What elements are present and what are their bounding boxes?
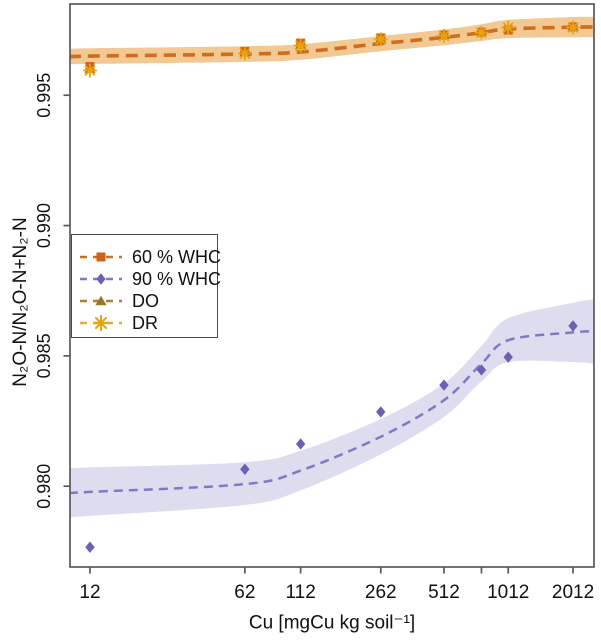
y-tick-label: 0.980 xyxy=(34,464,54,509)
legend-item-90-whc: 90 % WHC xyxy=(79,268,221,290)
x-axis-title: Cu [mgCu kg soil⁻¹] xyxy=(248,612,416,634)
x-tick-label: 1012 xyxy=(487,582,529,603)
y-tick-label: 0.995 xyxy=(34,73,54,118)
plot-border xyxy=(69,3,595,568)
legend-marker-glyph xyxy=(92,314,110,332)
dry-group-trend-line xyxy=(70,25,594,59)
legend-item-dr: DR xyxy=(79,312,158,334)
marker-90-whc xyxy=(240,463,250,475)
x-tick-label: 262 xyxy=(365,582,397,603)
marker-90-whc xyxy=(503,351,513,363)
x-tick-label: 112 xyxy=(285,582,315,603)
x-tick-label: 12 xyxy=(79,582,100,603)
marker-dr xyxy=(373,32,388,47)
marker-dr xyxy=(565,20,581,35)
marker-90-whc xyxy=(476,364,487,376)
legend-label-dr: DR xyxy=(132,313,158,333)
marker-90-whc xyxy=(439,379,449,391)
legend-label-60-whc: 60 % WHC xyxy=(132,247,222,267)
legend-item-do: DO xyxy=(79,290,159,312)
marker-dr xyxy=(237,46,252,61)
x-tick-label: 512 xyxy=(428,582,460,603)
legend-marker-do-icon xyxy=(80,295,122,306)
y-tick-label: 0.990 xyxy=(34,203,54,248)
90-whc-trend-line xyxy=(70,330,594,495)
marker-dr xyxy=(82,63,98,78)
legend-label-90-whc: 90 % WHC xyxy=(132,269,222,289)
marker-90-whc xyxy=(85,541,95,553)
y-axis-title: N₂O-N/N₂O-N+N₂-N xyxy=(10,217,31,387)
legend-marker-glyph xyxy=(95,295,107,306)
legend-item-60-whc: 60 % WHC xyxy=(79,246,221,268)
legend-marker-glyph xyxy=(96,252,106,262)
marker-90-whc xyxy=(376,406,386,418)
90-whc-trend-band xyxy=(70,299,594,518)
legend-label-do: DO xyxy=(132,291,159,311)
marker-dr xyxy=(474,25,489,40)
y-tick-label: 0.985 xyxy=(34,333,54,378)
marker-90-whc xyxy=(295,438,306,450)
legend-marker-dr-icon xyxy=(80,314,122,332)
marker-90-whc xyxy=(568,320,578,332)
legend: 60 % WHC 90 % WHC DO DR xyxy=(71,234,221,338)
x-tick-label: 62 xyxy=(234,582,255,603)
marker-dr xyxy=(436,28,452,43)
legend-marker-60-whc-icon xyxy=(80,252,122,262)
legend-marker-glyph xyxy=(96,273,106,285)
legend-marker-90-whc-icon xyxy=(80,273,122,285)
marker-dr xyxy=(293,38,308,53)
x-tick-label: 2012 xyxy=(552,582,594,603)
marker-dr xyxy=(501,20,516,35)
dry-group-trend-band xyxy=(70,16,594,65)
